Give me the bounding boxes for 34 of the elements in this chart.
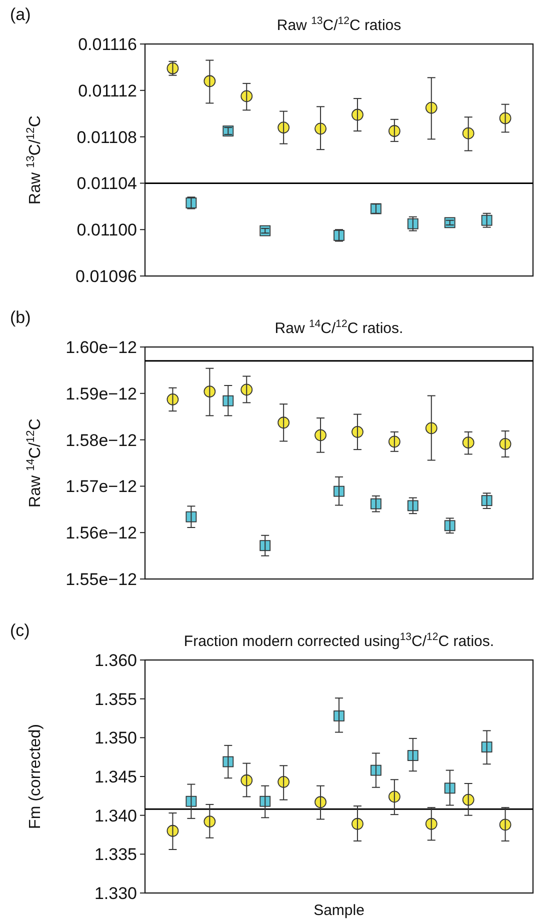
y-tick-label: 1.350 <box>94 728 137 748</box>
y-tick-label: 1.55e−12 <box>66 570 137 589</box>
y-tick-label: 1.57e−12 <box>66 477 137 496</box>
y-axis-title: Fm (corrected) <box>27 724 44 829</box>
point <box>481 742 492 752</box>
y-tick-label: 0.01096 <box>76 266 137 286</box>
y-tick-label: 0.01112 <box>78 81 137 100</box>
y-tick-label: 0.01116 <box>78 34 137 54</box>
y-tick-label: 0.01104 <box>76 174 137 194</box>
y-tick-label: 1.340 <box>94 806 137 826</box>
text: (c) <box>10 621 30 640</box>
chart-title: Raw $^{14}$C/$^{12}$C ratios. <box>274 318 404 337</box>
point <box>444 782 456 794</box>
y-tick-label: 0.01108 <box>76 128 137 147</box>
y-tick-label: 1.56e−12 <box>66 524 137 543</box>
y-tick-label: 1.58e−12 <box>66 430 137 450</box>
y-tick-label: 1.330 <box>94 884 137 903</box>
y-tick-label: 1.360 <box>94 650 137 670</box>
y-tick-label: 0.01100 <box>76 220 137 240</box>
text: (b) <box>10 308 31 327</box>
y-tick-label: 1.59e−12 <box>66 384 137 404</box>
text: (a) <box>10 5 31 24</box>
y-tick-label: 1.60e−12 <box>66 338 137 357</box>
point <box>407 750 418 761</box>
y-tick-label: 1.335 <box>94 845 137 864</box>
point <box>260 796 271 807</box>
y-tick-label: 1.345 <box>94 767 137 786</box>
x-axis-title: Sample <box>314 902 364 919</box>
chart-title: Raw $^{13}$C/$^{12}$C ratios <box>276 15 402 34</box>
y-tick-label: 1.355 <box>94 690 137 709</box>
point <box>334 710 344 722</box>
point <box>481 214 492 226</box>
point <box>186 796 197 807</box>
chart-title: Fraction modern corrected using$^{13}$C/$^{12}$C ratios. <box>184 631 494 650</box>
